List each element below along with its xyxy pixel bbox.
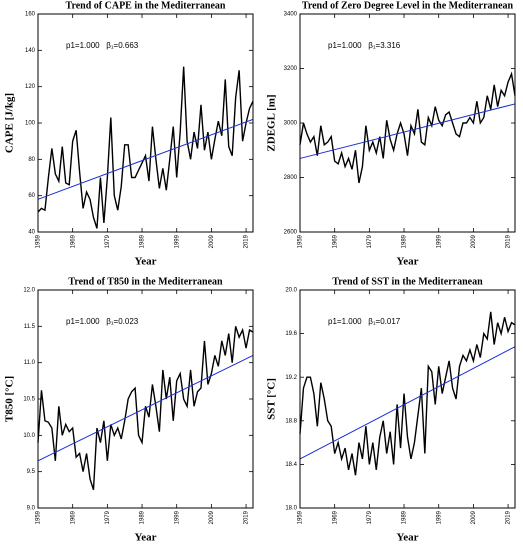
y-tick-label: 10.5: [23, 397, 35, 403]
x-tick-label: 2019: [506, 510, 512, 524]
y-tick-label: 11.5: [24, 324, 36, 330]
x-axis-label: Year: [135, 532, 157, 544]
annotation: p1=1.000 β₁=0.663: [66, 41, 139, 50]
chart-title: Trend of T850 in the Mediterranean: [68, 276, 223, 287]
y-tick-label: 18.0: [285, 506, 297, 512]
y-tick-label: 18.4: [285, 462, 297, 468]
y-tick-label: 20.0: [285, 288, 297, 294]
x-tick-label: 2009: [471, 234, 477, 248]
trend-line: [37, 118, 254, 200]
x-tick-label: 1959: [298, 234, 304, 248]
x-tick-label: 1999: [436, 510, 442, 524]
x-tick-label: 1959: [36, 234, 42, 248]
data-line: [299, 311, 516, 476]
x-tick-label: 1959: [298, 510, 304, 524]
y-tick-label: 100: [25, 121, 36, 127]
y-tick-label: 11.0: [24, 360, 36, 366]
y-tick-label: 80: [28, 157, 35, 163]
y-tick-label: 40: [28, 230, 35, 236]
chart-title: Trend of Zero Degree Level in the Medite…: [302, 0, 514, 11]
trend-line: [299, 103, 516, 159]
x-tick-label: 1989: [402, 234, 408, 248]
data-line: [299, 71, 516, 184]
y-axis-label: ZDEGL [m]: [266, 94, 278, 151]
x-tick-label: 2019: [244, 234, 250, 248]
x-tick-label: 2019: [506, 234, 512, 248]
y-axis-label: CAPE [J/kg]: [4, 93, 16, 153]
chart-title: Trend of SST in the Mediterranean: [332, 276, 483, 287]
y-tick-label: 19.2: [285, 375, 297, 381]
y-tick-label: 60: [28, 193, 35, 199]
y-tick-label: 120: [25, 84, 36, 90]
y-tick-label: 3400: [284, 12, 298, 18]
x-tick-label: 1979: [105, 234, 111, 248]
x-tick-label: 2009: [209, 510, 215, 524]
x-tick-label: 1979: [105, 510, 111, 524]
y-tick-label: 18.8: [285, 418, 297, 424]
trend-line: [37, 354, 254, 462]
x-tick-label: 2009: [209, 234, 215, 248]
y-tick-label: 12.0: [23, 288, 35, 294]
y-tick-label: 19.6: [285, 331, 297, 337]
x-tick-label: 1959: [36, 510, 42, 524]
y-tick-label: 3000: [284, 121, 298, 127]
y-tick-label: 9.5: [27, 469, 36, 475]
x-tick-label: 1979: [367, 234, 373, 248]
x-tick-label: 1969: [70, 234, 76, 248]
trend-line: [299, 346, 516, 460]
annotation: p1=1.000 β₁=0.017: [328, 317, 401, 326]
annotation: p1=1.000 β₁=0.023: [66, 317, 139, 326]
x-tick-label: 1979: [367, 510, 373, 524]
plot-frame: [37, 13, 254, 233]
x-tick-label: 1989: [140, 234, 146, 248]
chart-title: Trend of CAPE in the Mediterranean: [66, 0, 226, 11]
y-tick-label: 10.0: [23, 433, 35, 439]
x-axis-label: Year: [397, 532, 419, 544]
x-axis-label: Year: [135, 256, 157, 268]
y-tick-label: 2800: [284, 175, 298, 181]
x-tick-label: 1969: [332, 234, 338, 248]
x-tick-label: 1989: [402, 510, 408, 524]
x-axis-label: Year: [397, 256, 419, 268]
plot-frame: [299, 289, 516, 509]
y-tick-label: 140: [25, 48, 36, 54]
data-line: [37, 66, 254, 229]
data-line: [37, 326, 254, 491]
x-tick-label: 1999: [174, 510, 180, 524]
y-axis-label: T850 [°C]: [4, 376, 16, 422]
x-tick-label: 1989: [140, 510, 146, 524]
plot-frame: [299, 13, 516, 233]
x-tick-label: 1969: [70, 510, 76, 524]
x-tick-label: 2019: [244, 510, 250, 524]
y-tick-label: 9.0: [27, 506, 36, 512]
annotation: p1=1.000 β₁=3.316: [328, 41, 401, 50]
x-tick-label: 1999: [436, 234, 442, 248]
plot-frame: [37, 289, 254, 509]
x-tick-label: 1969: [332, 510, 338, 524]
y-axis-label: SST [°C]: [266, 378, 278, 420]
x-tick-label: 1999: [174, 234, 180, 248]
x-tick-label: 2009: [471, 510, 477, 524]
y-tick-label: 160: [25, 12, 36, 18]
y-tick-label: 2600: [284, 230, 298, 236]
y-tick-label: 3200: [284, 66, 298, 72]
